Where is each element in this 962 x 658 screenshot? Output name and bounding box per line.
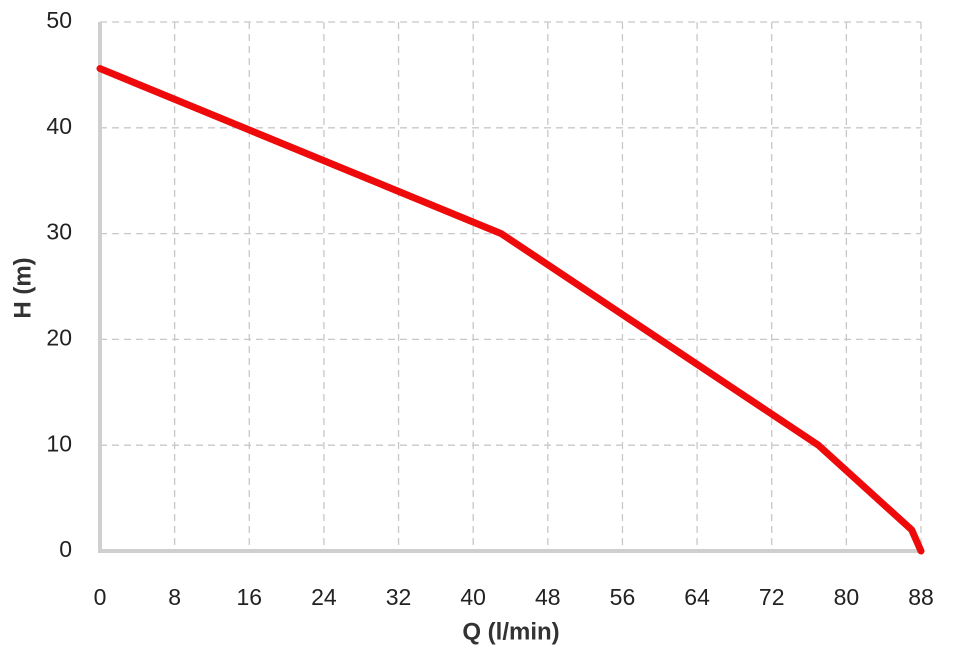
x-tick-label: 72 — [759, 584, 785, 610]
x-tick-label: 64 — [684, 584, 710, 610]
x-tick-label: 8 — [168, 584, 181, 610]
y-tick-label: 50 — [46, 7, 72, 33]
y-tick-label: 10 — [46, 430, 72, 456]
x-tick-label: 24 — [311, 584, 337, 610]
y-tick-label: 0 — [59, 536, 72, 562]
x-tick-label: 32 — [386, 584, 412, 610]
x-tick-label: 88 — [908, 584, 934, 610]
x-tick-label: 40 — [460, 584, 486, 610]
x-tick-label: 80 — [834, 584, 860, 610]
y-axis-title: H (m) — [9, 257, 36, 318]
line — [96, 65, 925, 555]
x-tick-label: 16 — [236, 584, 262, 610]
y-tick-label: 30 — [46, 219, 72, 245]
x-tick-label: 48 — [535, 584, 561, 610]
x-tick-label: 0 — [94, 584, 107, 610]
x-axis-title: Q (l/min) — [462, 618, 559, 645]
x-tick-label: 56 — [610, 584, 636, 610]
y-tick-label: 40 — [46, 113, 72, 139]
y-tick-label: 20 — [46, 324, 72, 350]
